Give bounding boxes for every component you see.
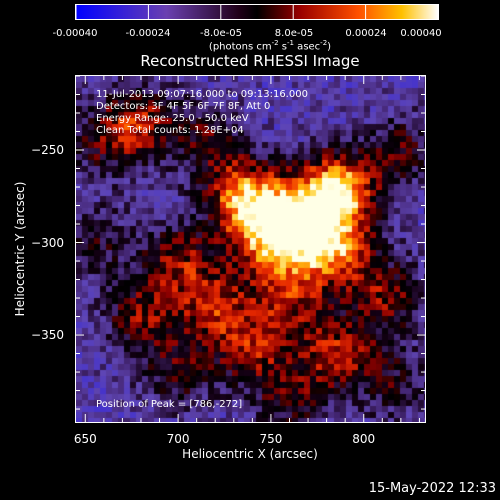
y-axis-label: Heliocentric Y (arcsec): [13, 181, 27, 317]
colorbar: [75, 4, 439, 20]
colorbar-tick-label: -0.00024: [125, 28, 171, 39]
x-axis-tick-label: 800: [352, 432, 376, 446]
y-axis-tick-label: −300: [31, 235, 64, 250]
peak-position-annotation: Position of Peak = [786,-272]: [96, 399, 243, 410]
chart-title: Reconstructed RHESSI Image: [140, 52, 360, 70]
detectors-annotation: Detectors: 3F 4F 5F 6F 7F 8F, Att 0: [96, 101, 271, 112]
colorbar-tick-label: 8.0e-05: [274, 28, 314, 39]
x-axis-tick-label: 750: [259, 432, 283, 446]
counts-annotation: Clean Total counts: 1.28E+04: [96, 125, 244, 136]
colorbar-tick-label: 0.00040: [400, 28, 442, 39]
colorbar-tick-label: 0.00024: [345, 28, 387, 39]
colorbar-unit-label: (photons cm-2 s-1 asec-2): [208, 39, 332, 53]
x-axis-tick-label: 700: [166, 432, 190, 446]
timestamp: 15-May-2022 12:33: [368, 481, 496, 496]
plot-area: 11-Jul-2013 09:07:16.000 to 09:13:16.000…: [75, 75, 426, 423]
heatmap-image: [76, 76, 425, 422]
colorbar-tick-label: -0.00040: [52, 28, 98, 39]
x-axis-tick-label: 650: [73, 432, 97, 446]
y-axis-tick-label: −350: [31, 328, 64, 343]
observation-time-annotation: 11-Jul-2013 09:07:16.000 to 09:13:16.000: [96, 89, 308, 100]
colorbar-tick-label: -8.0e-05: [200, 28, 242, 39]
y-axis-tick-label: −250: [31, 143, 64, 157]
x-axis-label: Heliocentric X (arcsec): [182, 447, 318, 461]
energy-range-annotation: Energy Range: 25.0 - 50.0 keV: [96, 113, 249, 124]
